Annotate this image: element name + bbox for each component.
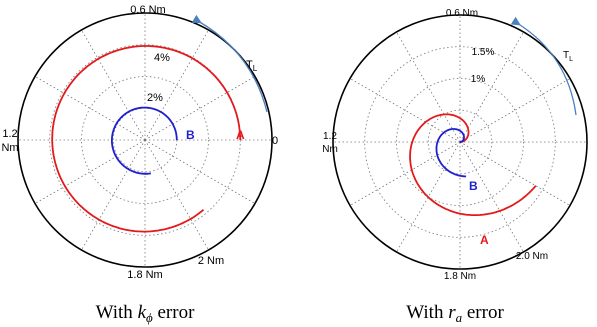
grid-spoke [396,141,461,253]
radial-label-outer: 1.5% [472,47,495,58]
series-label-B: B [186,128,195,142]
torque-label: TL [246,59,258,73]
outer-circle [17,12,273,268]
angle-label-270: 1.8 Nm [127,269,162,281]
polar-grid [18,13,272,267]
grid-spoke [34,76,146,141]
caption-ra: With ra error [406,302,504,325]
series-label-A: A [480,233,489,247]
series-label-A: A [236,128,245,142]
radial-label-inner: 2% [147,92,163,104]
angle-label-180-line2: Nm [322,144,338,155]
series-layer [51,45,242,233]
grid-spoke [459,78,571,143]
grid-spoke [144,139,209,251]
polar-chart-kphi-error: 0.6 Nm 0 1.2 Nm 1.8 Nm 2 Nm 2% 4% A B TL… [1,4,278,325]
angle-label-180-line1: 1.2 [2,128,17,140]
grid-ring [396,78,524,206]
grid-spoke [349,141,461,206]
angle-label-90: 0.6 Nm [446,8,478,19]
torque-direction-arrow [191,14,268,113]
angle-label-300: 2 Nm [198,255,224,267]
grid-spoke [144,139,256,204]
angle-label-90: 0.6 Nm [130,4,165,16]
grid-spoke [459,141,524,253]
series-label-B: B [469,179,478,193]
series-layer [409,113,537,216]
grid-spoke [459,31,524,143]
angle-label-0: 0 [272,135,278,147]
grid-spoke [396,31,461,143]
caption-kphi: With kϕ error [96,302,195,325]
grid-spoke [81,29,146,141]
radial-label-outer: 4% [154,52,170,64]
polar-chart-ra-error: 0.6 Nm 1.2 Nm 1.8 Nm 2.0 Nm 1% 1.5% A B … [322,8,588,325]
grid-ring [364,46,556,238]
series-line-B [111,106,178,175]
series-line-A [409,113,537,216]
grid-spoke [144,29,209,141]
radial-label-inner: 1% [471,74,486,85]
grid-spoke [144,76,256,141]
torque-direction-arrow [510,16,577,116]
angle-label-270: 1.8 Nm [444,271,476,282]
grid-spoke [349,78,461,143]
polar-grid [333,15,587,269]
outer-circle [332,14,588,270]
angle-label-180-line2: Nm [1,142,18,154]
grid-ring [81,76,209,204]
series-line-A [51,45,242,233]
angle-label-180-line1: 1.2 [323,131,337,142]
grid-spoke [34,139,146,204]
angle-label-300: 2.0 Nm [516,251,548,262]
torque-label: TL [563,50,573,63]
grid-spoke [459,141,571,206]
series-line-B [435,128,467,178]
grid-spoke [81,139,146,251]
